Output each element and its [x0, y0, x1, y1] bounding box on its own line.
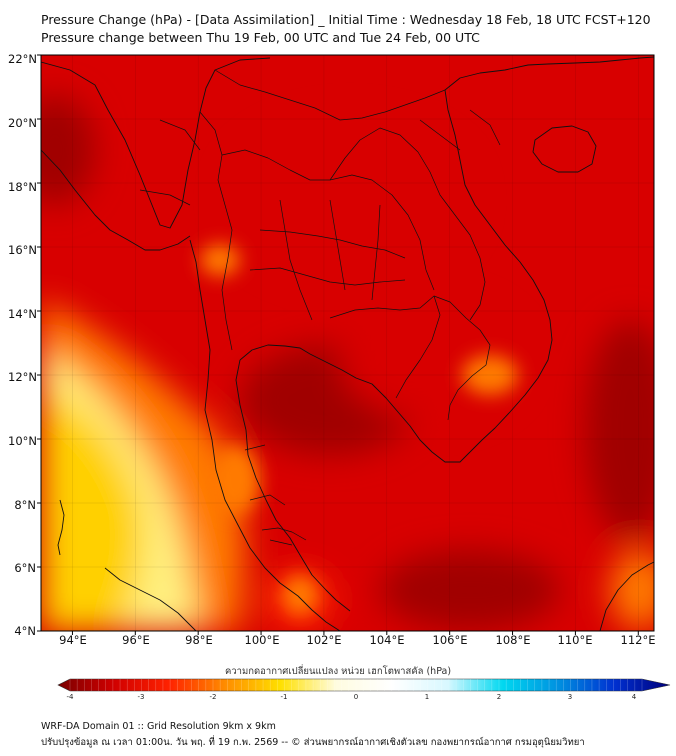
lat-label: 4°N [14, 624, 36, 638]
field-yellow-core [41, 390, 144, 631]
field-light-spot-east [462, 355, 518, 395]
lon-label: 106°E [432, 633, 468, 647]
coast-bay-of-bengal [41, 149, 191, 251]
coast-malay-peninsula-west [189, 239, 341, 631]
coast-sumatra-north [104, 567, 197, 631]
coast-vietnam-east [444, 56, 654, 453]
colorbar-tick: 4 [631, 693, 637, 701]
lat-label: 8°N [14, 498, 36, 512]
provinces-thailand-5 [371, 204, 381, 301]
border-china-north [214, 69, 446, 121]
border-malaysia-thailand [261, 527, 307, 541]
border-cambodia-vietnam [433, 295, 491, 421]
footer-update-info: ปรับปรุงข้อมูล ณ เวลา 01:00น. วัน พฤ. ที… [41, 737, 585, 748]
colorbar-tick: 1 [424, 693, 430, 701]
field-deep-east [585, 320, 654, 540]
colorbar-tick: -2 [209, 693, 217, 701]
axis-ticks [37, 54, 639, 635]
field-orange-southwest [41, 300, 245, 631]
colorbar-tick: -1 [280, 693, 288, 701]
footer-model-info: WRF-DA Domain 01 :: Grid Resolution 9km … [41, 721, 276, 732]
provinces-vietnam-north [419, 109, 501, 151]
coast-andaman-islands [57, 499, 65, 556]
lon-label: 112°E [620, 633, 656, 647]
provinces-thailand-4 [329, 199, 346, 291]
field-deep-northwest [41, 95, 95, 205]
chart-title: Pressure Change (hPa) - [Data Assimilati… [41, 12, 651, 27]
coast-gulf-of-thailand [239, 344, 471, 463]
coast-hainan [532, 125, 597, 173]
colorbar-tick: 2 [496, 693, 502, 701]
lat-label: 18°N [8, 180, 37, 194]
provinces-thailand-3 [279, 199, 313, 321]
lon-label: 104°E [369, 633, 405, 647]
chart-subtitle: Pressure change between Thu 19 Feb, 00 U… [41, 30, 480, 45]
colorbar-tick: 3 [567, 693, 573, 701]
field-orange-isthmus [210, 445, 260, 515]
colorbar-tick: 0 [353, 693, 359, 701]
provinces-myanmar [139, 119, 201, 206]
admin-boundaries [139, 69, 501, 546]
lon-label: 110°E [557, 633, 593, 647]
coast-malay-peninsula-east [235, 359, 351, 612]
lat-label: 22°N [8, 52, 37, 66]
lat-label: 14°N [8, 307, 37, 321]
map-frame [40, 54, 655, 632]
border-myanmar-thailand [199, 111, 233, 351]
border-laos-vietnam [329, 127, 486, 321]
coast-myanmar-west [41, 57, 271, 229]
lon-label: 96°E [122, 633, 150, 647]
lon-label: 94°E [59, 633, 87, 647]
pressure-field [41, 55, 654, 631]
lat-label: 6°N [14, 561, 36, 575]
field-deep-south [380, 550, 560, 630]
lon-label: 100°E [244, 633, 280, 647]
colorbar-tick: -3 [137, 693, 145, 701]
lon-label: 98°E [185, 633, 213, 647]
field-light-south [282, 575, 318, 615]
provinces-south [244, 444, 293, 546]
border-thailand-laos [221, 149, 435, 291]
lat-label: 10°N [8, 434, 37, 448]
graticule [41, 55, 654, 631]
colorbar-tick: -4 [66, 693, 74, 701]
provinces-thailand-1 [259, 229, 406, 259]
coastlines [41, 56, 654, 631]
pressure-change-map [37, 54, 655, 635]
lat-label: 20°N [8, 116, 37, 130]
lon-label: 102°E [306, 633, 342, 647]
provinces-thailand-2 [249, 267, 406, 286]
colorbar-label: ความกดอากาศเปลี่ยนแปลง หน่วย เฮกโตพาสคัล… [224, 666, 452, 677]
lat-label: 12°N [8, 370, 37, 384]
field-strong-north [230, 120, 470, 280]
field-light-southeast [610, 550, 654, 630]
field-light-patch-west [200, 244, 240, 276]
lon-label: 108°E [495, 633, 531, 647]
coast-borneo-west [599, 561, 654, 631]
lat-label: 16°N [8, 243, 37, 257]
